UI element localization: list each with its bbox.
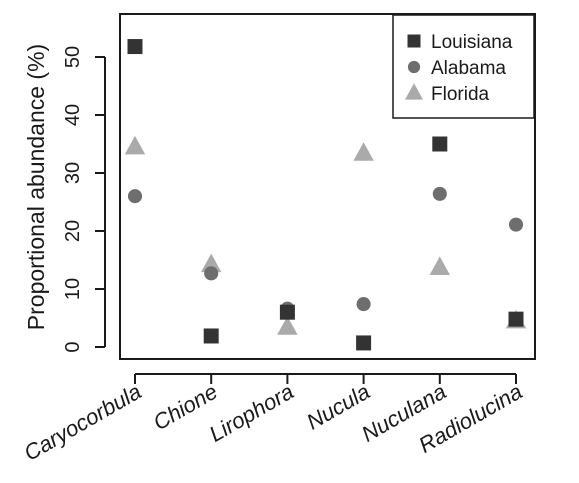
florida-point (277, 316, 298, 335)
legend-label: Alabama (431, 58, 506, 79)
y-tick-label: 40 (62, 104, 84, 126)
x-tick-label: Lirophora (205, 379, 298, 447)
x-tick-label: Caryocorbula (20, 379, 146, 466)
alabama-point (508, 217, 524, 232)
y-tick-label: 10 (62, 278, 84, 300)
louisiana-point (127, 39, 143, 55)
y-tick-label: 30 (62, 162, 84, 184)
louisiana-point (279, 304, 295, 320)
louisiana-point (356, 335, 372, 351)
y-tick-label: 20 (62, 220, 84, 242)
legend: Louisiana Alabama Florida (392, 14, 535, 119)
alabama-point (127, 189, 143, 204)
louisiana-point (203, 328, 219, 344)
louisiana-legend-marker (407, 34, 421, 48)
florida-point (201, 253, 222, 273)
louisiana-point (432, 136, 448, 152)
alabama-point (432, 186, 447, 201)
florida-point (124, 135, 146, 155)
y-axis: 0 10 20 30 40 50 (62, 46, 106, 353)
data-points (124, 39, 527, 351)
legend-label: Florida (431, 84, 490, 105)
florida-legend-marker (405, 83, 423, 100)
y-tick-label: 50 (62, 46, 84, 68)
florida-point (353, 142, 374, 161)
plot-frame (119, 13, 536, 360)
y-axis-title: Proportional abundance (%) (23, 44, 49, 330)
alabama-legend-marker (407, 60, 421, 74)
florida-point (429, 256, 450, 276)
y-tick-label: 0 (62, 341, 84, 352)
legend-label: Louisiana (431, 32, 513, 53)
alabama-point (204, 266, 219, 281)
alabama-point (356, 297, 371, 312)
louisiana-point (508, 311, 524, 327)
